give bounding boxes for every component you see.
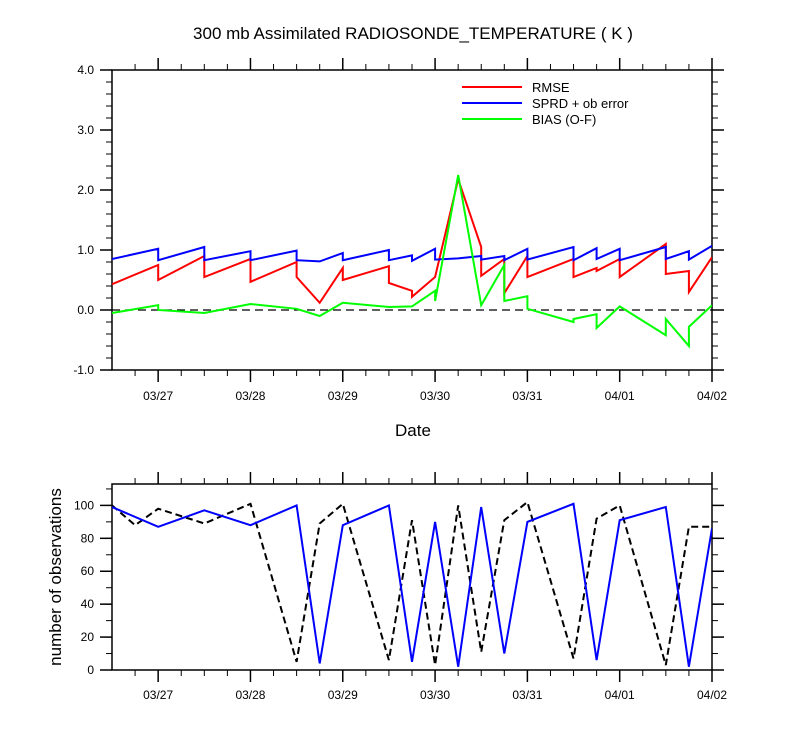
x-tick-label: 04/02 (697, 688, 727, 702)
x-tick-label: 03/28 (235, 389, 265, 403)
legend-label: SPRD + ob error (532, 96, 629, 111)
x-tick-label: 04/01 (605, 688, 635, 702)
x-tick-label: 03/27 (143, 389, 173, 403)
y-tick-label: 4.0 (77, 63, 94, 77)
y-tick-label: 80 (81, 531, 95, 545)
y-axis-title-observations: number of observations (46, 488, 65, 666)
x-axis-title: Date (395, 421, 431, 440)
y-tick-label: 100 (74, 498, 94, 512)
legend-label: RMSE (532, 80, 570, 95)
obs-line-used (112, 502, 712, 667)
series-line-rmse (112, 175, 712, 305)
x-tick-label: 04/02 (697, 389, 727, 403)
legend-label: BIAS (O-F) (532, 112, 596, 127)
y-tick-label: 20 (81, 630, 95, 644)
observations-count-chart: 03/27 03/28 03/29 03/30 03/31 04/01 04/02 100 80… (74, 472, 727, 702)
x-tick-label: 03/29 (328, 389, 358, 403)
obs-line-possible (112, 500, 712, 666)
x-tick-label: 03/30 (420, 688, 450, 702)
y-tick-label: 3.0 (77, 123, 94, 137)
series-line-spread (112, 244, 712, 263)
rmse-spread-bias-chart: 03/27 03/28 03/29 03/30 03/31 04/01 04/02 4.0 3.… (73, 58, 727, 403)
x-tick-label: 03/27 (143, 688, 173, 702)
y-tick-label: 0 (87, 663, 94, 677)
x-tick-label: 04/01 (605, 389, 635, 403)
y-tick-label: 2.0 (77, 183, 94, 197)
y-tick-label: 60 (81, 564, 95, 578)
y-tick-label: 40 (81, 597, 95, 611)
y-tick-label: -1.0 (73, 363, 94, 377)
chart-title: 300 mb Assimilated RADIOSONDE_TEMPERATUR… (193, 24, 633, 43)
x-tick-label: 03/30 (420, 389, 450, 403)
x-tick-label: 03/31 (512, 389, 542, 403)
y-tick-label: 0.0 (77, 303, 94, 317)
series-line-bias (112, 174, 712, 349)
x-tick-label: 03/29 (328, 688, 358, 702)
x-tick-label: 03/31 (512, 688, 542, 702)
y-tick-label: 1.0 (77, 243, 94, 257)
x-tick-label: 03/28 (235, 688, 265, 702)
plot-frame (111, 69, 713, 371)
